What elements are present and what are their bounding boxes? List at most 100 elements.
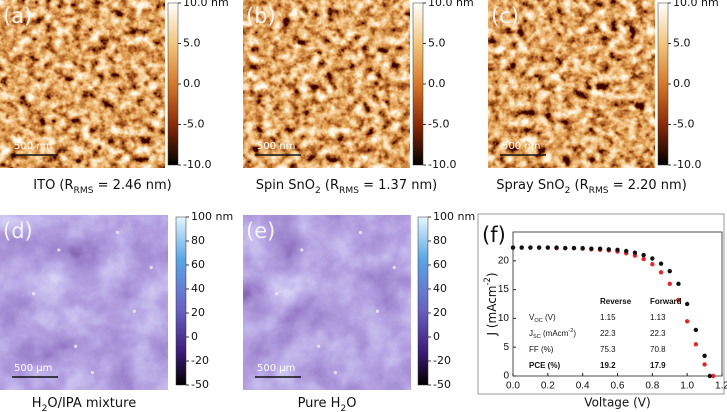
text-segment: Pure H (298, 396, 341, 411)
particle (392, 265, 396, 270)
colorbar-label: 5.0 (673, 37, 691, 50)
x-tick-label: 0.2 (541, 381, 555, 392)
text-segment: OC (534, 318, 542, 324)
text-segment: SC (533, 334, 541, 340)
colorbar-label: 10.0 nm (428, 0, 474, 9)
colorbar (175, 216, 187, 386)
table-row-label: PCE (%) (529, 361, 560, 370)
panel-label: (f) (482, 223, 506, 247)
afm-image (0, 0, 165, 168)
particle (333, 370, 337, 375)
particle (149, 265, 153, 270)
colorbar-label: -5.0 (428, 118, 449, 131)
data-point (702, 353, 707, 359)
particle (275, 292, 279, 296)
table-cell: 22.3 (650, 329, 666, 338)
text-segment: 2 (565, 186, 571, 196)
colorbar-label: 100 nm (191, 210, 233, 223)
colorbar-label: 100 nm (433, 210, 475, 223)
caption: Pure H2O (298, 396, 357, 412)
data-point (667, 281, 672, 287)
text-segment: (mAcm (541, 329, 569, 338)
data-point (519, 245, 524, 250)
text-segment: = 1.37 nm) (359, 178, 437, 193)
data-point (563, 245, 568, 251)
text-segment: RMS (74, 186, 94, 196)
text-segment: -2 (482, 277, 492, 285)
data-point (554, 245, 559, 250)
text-segment: = 2.20 nm) (609, 178, 687, 193)
colorbar-label: 5.0 (183, 37, 201, 50)
x-tick-label: 0.0 (506, 381, 520, 392)
text-segment: 2 (340, 404, 346, 412)
text-segment: PCE (%) (529, 361, 560, 370)
y-tick-label: 5 (503, 342, 509, 353)
table-row-label: VOC (V) (529, 313, 556, 324)
text-segment: O/IPA mixture (47, 396, 136, 411)
panel-label: (b) (246, 4, 276, 28)
scale-bar-label: 500 nm (257, 141, 295, 152)
data-point (702, 362, 707, 367)
afm-image (243, 215, 411, 390)
afm-image (243, 0, 410, 168)
particle (375, 309, 379, 313)
colorbar-label: -10.0 (673, 158, 701, 171)
data-point (650, 256, 655, 261)
colorbar-label: -10.0 (428, 158, 456, 171)
colorbar-label: 10.0 nm (183, 0, 229, 9)
text-segment: (R (321, 178, 339, 193)
panel-label: (d) (3, 219, 33, 243)
colorbar-label: 5.0 (428, 37, 446, 50)
data-point (528, 245, 533, 250)
text-segment: H (32, 396, 42, 411)
colorbar-label: 80 (191, 234, 205, 247)
x-tick-label: 1.0 (680, 381, 694, 392)
text-segment: FF (%) (529, 345, 554, 354)
data-point (676, 297, 681, 303)
text-segment: RMS (339, 186, 359, 196)
text-segment: = 2.46 nm) (93, 178, 171, 193)
text-segment: Spin SnO (256, 178, 315, 193)
particle (300, 248, 304, 252)
colorbar-label: 0 (191, 330, 198, 343)
data-point (711, 373, 716, 379)
colorbar-label: -50 (433, 378, 451, 391)
data-point (510, 245, 516, 250)
data-point (580, 245, 585, 251)
scale-bar-label: 500 nm (502, 141, 540, 152)
caption: ITO (RRMS = 2.46 nm) (33, 178, 171, 196)
colorbar-label: 80 (433, 234, 447, 247)
text-segment: (V) (543, 313, 556, 322)
x-tick-label: 1.2 (715, 381, 727, 392)
colorbar (412, 2, 424, 166)
text-segment: V (529, 313, 535, 322)
particle (116, 230, 120, 235)
text-segment: (R (570, 178, 588, 193)
table-cell: 75.3 (600, 345, 616, 354)
particle (359, 230, 363, 235)
table-cell: 22.3 (600, 329, 616, 338)
afm-image (0, 215, 168, 390)
colorbar-label: 60 (191, 258, 205, 271)
scale-bar-label: 500 nm (14, 141, 52, 152)
data-point (632, 250, 638, 255)
colorbar-label: 10.0 nm (673, 0, 719, 9)
data-point (536, 245, 542, 250)
caption: H2O/IPA mixture (32, 396, 136, 412)
particle (132, 309, 136, 313)
colorbar-label: 40 (191, 282, 205, 295)
x-tick-label: 0.4 (576, 381, 590, 392)
text-segment: -2 (568, 328, 573, 334)
afm-image (488, 0, 655, 168)
text-segment: ITO (R (33, 178, 73, 193)
table-cell: 1.13 (650, 313, 666, 322)
particle (57, 248, 61, 252)
y-tick-label: 10 (498, 313, 510, 324)
colorbar-label: -20 (191, 354, 209, 367)
table-header: Reverse (600, 297, 632, 306)
colorbar-label: 40 (433, 282, 447, 295)
panel-label: (c) (491, 4, 519, 28)
text-segment: RMS (589, 186, 609, 196)
colorbar-label: -5.0 (183, 118, 204, 131)
